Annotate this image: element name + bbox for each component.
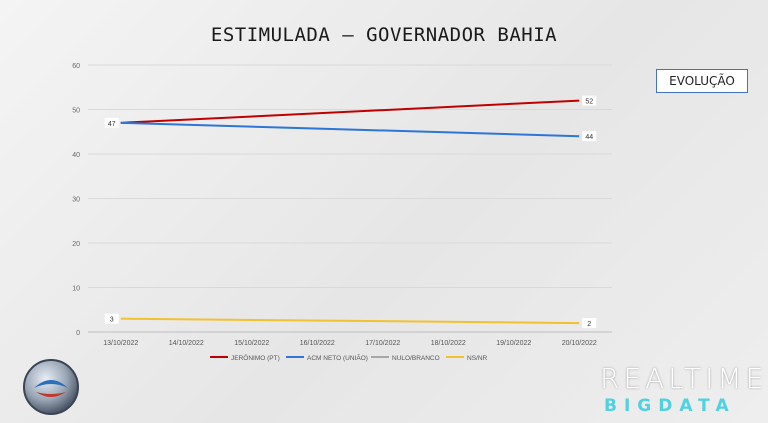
legend-label: JERÔNIMO (PT) bbox=[231, 353, 280, 362]
data-label: 44 bbox=[582, 131, 597, 142]
y-tick-label: 20 bbox=[72, 241, 80, 248]
x-tick-label: 19/10/2022 bbox=[496, 340, 531, 347]
x-tick-label: 17/10/2022 bbox=[365, 340, 400, 347]
legend: JERÔNIMO (PT) ACM NETO (UNIÃO) NULO/BRANCO… bbox=[210, 353, 488, 362]
data-label-text: 47 bbox=[108, 121, 116, 128]
data-label-bg bbox=[104, 117, 119, 128]
y-tick-labels: 0 10 20 30 40 50 60 bbox=[72, 63, 80, 337]
legend-item: ACM NETO (UNIÃO) bbox=[286, 353, 368, 362]
data-label-text: 52 bbox=[585, 99, 593, 106]
evolution-tag: EVOLUÇÃO bbox=[656, 69, 748, 93]
data-label-text: 3 bbox=[110, 317, 114, 324]
data-labels: 47 52 44 3 2 bbox=[104, 95, 597, 329]
chart-title: ESTIMULADA – GOVERNADOR BAHIA bbox=[210, 24, 558, 46]
data-label-bg bbox=[104, 313, 119, 324]
x-tick-labels: 13/10/2022 14/10/2022 15/10/2022 16/10/2022… bbox=[103, 340, 597, 347]
series-lines bbox=[120, 99, 580, 325]
legend-item: JERÔNIMO (PT) bbox=[210, 353, 280, 362]
data-label-bg bbox=[582, 318, 597, 329]
brand-realtime: REALTIME bbox=[600, 362, 768, 395]
data-label: 47 bbox=[104, 117, 119, 128]
data-label: 3 bbox=[104, 313, 119, 324]
y-tick-label: 0 bbox=[76, 330, 80, 337]
legend-label: NULO/BRANCO bbox=[392, 355, 440, 362]
series-line bbox=[120, 121, 580, 138]
data-label-bg bbox=[582, 95, 597, 106]
x-tick-label: 13/10/2022 bbox=[103, 340, 138, 347]
data-label: 2 bbox=[582, 318, 597, 329]
record-logo-icon bbox=[23, 359, 79, 415]
y-tick-label: 50 bbox=[72, 108, 80, 115]
legend-item: NS/NR bbox=[446, 355, 488, 362]
y-tick-label: 40 bbox=[72, 152, 80, 159]
y-tick-label: 10 bbox=[72, 286, 80, 293]
legend-label: NS/NR bbox=[467, 355, 488, 362]
y-tick-label: 60 bbox=[72, 63, 80, 70]
series-line bbox=[120, 317, 580, 325]
legend-item: NULO/BRANCO bbox=[371, 355, 440, 362]
x-tick-label: 15/10/2022 bbox=[234, 340, 269, 347]
x-tick-label: 18/10/2022 bbox=[431, 340, 466, 347]
x-tick-label: 20/10/2022 bbox=[562, 340, 597, 347]
data-label-text: 44 bbox=[585, 134, 593, 141]
series-line bbox=[120, 99, 580, 124]
legend-label: ACM NETO (UNIÃO) bbox=[307, 353, 368, 362]
y-tick-label: 30 bbox=[72, 197, 80, 204]
brand-bigdata: BIGDATA bbox=[604, 396, 736, 416]
data-label-text: 2 bbox=[587, 321, 591, 328]
data-label-bg bbox=[582, 131, 597, 142]
x-tick-label: 14/10/2022 bbox=[169, 340, 204, 347]
x-tick-label: 16/10/2022 bbox=[300, 340, 335, 347]
data-label: 52 bbox=[582, 95, 597, 106]
grid bbox=[88, 64, 612, 333]
